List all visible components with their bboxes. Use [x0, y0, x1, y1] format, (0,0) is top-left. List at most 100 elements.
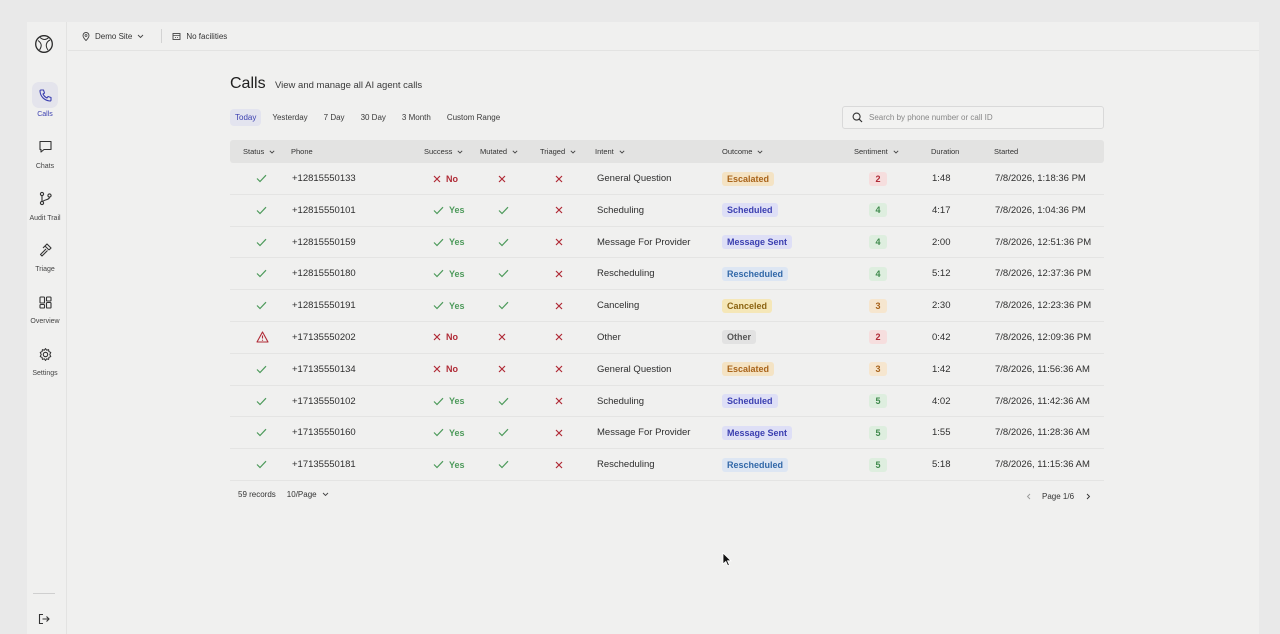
mutated-indicator	[498, 354, 506, 385]
filter-7-day[interactable]: 7 Day	[323, 112, 345, 122]
started-timestamp: 7/8/2026, 12:23:36 PM	[995, 300, 1092, 312]
check-icon	[256, 301, 267, 310]
sidebar-divider	[33, 593, 55, 594]
started-timestamp: 7/8/2026, 12:51:36 PM	[995, 236, 1092, 248]
column-header-outcome[interactable]: Outcome	[722, 140, 763, 163]
page-title: Calls	[230, 75, 266, 92]
chat-icon	[32, 134, 58, 160]
next-page-button[interactable]	[1082, 490, 1094, 502]
site-selector[interactable]: Demo Site	[82, 32, 149, 41]
sentiment-cell: 5	[869, 417, 887, 448]
mutated-indicator	[498, 290, 509, 321]
mutated-indicator	[498, 322, 506, 353]
prev-page-button[interactable]	[1022, 490, 1034, 502]
table-row[interactable]: +12815550180 Yes Rescheduling Rescheduled 4 5…	[230, 258, 1104, 291]
table-row[interactable]: +17135550102 Yes Scheduling Scheduled 5 4:02 7…	[230, 386, 1104, 418]
triaged-indicator	[555, 290, 563, 321]
started-timestamp: 7/8/2026, 12:37:36 PM	[995, 268, 1092, 280]
search-box[interactable]	[842, 106, 1104, 129]
sidebar: Calls Chats Audit Trail Triage Overview Setti…	[27, 22, 67, 634]
column-header-label: Phone	[291, 147, 313, 156]
sentiment-cell: 3	[869, 290, 887, 321]
sidebar-item-audit-trail[interactable]: Audit Trail	[27, 186, 63, 222]
column-header-started: Started	[994, 140, 1018, 163]
column-header-mutated[interactable]: Mutated	[480, 140, 518, 163]
check-icon	[433, 238, 444, 246]
check-icon	[256, 174, 267, 183]
check-icon	[433, 429, 444, 437]
column-header-sentiment[interactable]: Sentiment	[854, 140, 899, 163]
success-label: No	[446, 364, 458, 375]
x-icon	[433, 175, 441, 182]
table-row[interactable]: +12815550159 Yes Message For Provider Messa…	[230, 227, 1104, 259]
success-status: No	[433, 354, 458, 385]
status-indicator	[256, 322, 269, 353]
table-row[interactable]: +17135550160 Yes Message For Provider Messa…	[230, 417, 1104, 450]
page-size-select[interactable]: 10/Page	[287, 490, 329, 499]
triaged-indicator	[555, 386, 563, 417]
outcome-cell: Rescheduled	[722, 449, 789, 480]
outcome-badge: Canceled	[722, 298, 773, 313]
sidebar-item-overview[interactable]: Overview	[27, 289, 63, 325]
success-label: Yes	[449, 427, 465, 438]
table-row[interactable]: +12815550133 No General Question Escalated 2…	[230, 163, 1104, 195]
sentiment-badge: 4	[869, 235, 887, 250]
duration-text: 5:12	[932, 268, 951, 280]
table-row[interactable]: +17135550202 No Other Other 2 0:42 7/8/2026, 1…	[230, 322, 1104, 354]
gear-icon	[32, 341, 58, 367]
search-input[interactable]	[869, 113, 1089, 122]
intent-text: Rescheduling	[597, 459, 655, 471]
filter-yesterday[interactable]: Yesterday	[272, 112, 308, 122]
column-header-triaged[interactable]: Triaged	[540, 140, 576, 163]
table-row[interactable]: +17135550181 Yes Rescheduling Rescheduled 5 5…	[230, 449, 1104, 481]
sidebar-item-label: Calls	[37, 111, 53, 118]
filter-today[interactable]: Today	[230, 108, 262, 126]
column-header-success[interactable]: Success	[424, 140, 463, 163]
table-row[interactable]: +12815550101 Yes Scheduling Scheduled 4 4:17 7…	[230, 195, 1104, 227]
sidebar-item-calls[interactable]: Calls	[27, 82, 63, 118]
triaged-indicator	[555, 417, 563, 448]
outcome-cell: Canceled	[722, 290, 773, 321]
column-header-intent[interactable]: Intent	[595, 140, 625, 163]
status-indicator	[256, 163, 267, 194]
success-label: No	[446, 332, 458, 343]
sentiment-badge: 4	[869, 266, 887, 281]
sentiment-cell: 2	[869, 322, 887, 353]
filter-30-day[interactable]: 30 Day	[360, 112, 386, 122]
x-icon	[555, 206, 563, 214]
outcome-cell: Escalated	[722, 354, 775, 385]
column-header-status[interactable]: Status	[243, 140, 275, 163]
status-indicator	[256, 258, 267, 289]
app-window: Calls Chats Audit Trail Triage Overview Setti…	[27, 22, 1259, 634]
sentiment-badge: 2	[869, 330, 887, 345]
intent-text: Rescheduling	[597, 268, 655, 280]
check-icon	[498, 206, 509, 215]
table-row[interactable]: +12815550191 Yes Canceling Canceled 3 2:30 7/8…	[230, 290, 1104, 322]
facilities-label: No facilities	[186, 31, 228, 41]
logout-icon[interactable]	[37, 612, 51, 626]
column-header-label: Sentiment	[854, 147, 888, 156]
sidebar-item-triage[interactable]: Triage	[27, 237, 63, 273]
column-header-label: Duration	[931, 147, 960, 156]
success-status: Yes	[433, 386, 465, 417]
sidebar-item-settings[interactable]: Settings	[27, 341, 63, 377]
triaged-indicator	[555, 322, 563, 353]
filter-custom-range[interactable]: Custom Range	[446, 112, 501, 122]
triaged-indicator	[555, 195, 563, 226]
mouse-cursor-icon	[722, 552, 732, 567]
page-subtitle: View and manage all AI agent calls	[275, 80, 423, 91]
sentiment-badge: 5	[869, 394, 887, 409]
started-timestamp: 7/8/2026, 1:18:36 PM	[995, 173, 1086, 184]
table-row[interactable]: +17135550134 No General Question Escalated 3…	[230, 354, 1104, 386]
filter-3-month[interactable]: 3 Month	[401, 112, 431, 122]
facilities-indicator: No facilities	[172, 32, 227, 41]
chevron-down-icon	[512, 149, 518, 154]
column-header-label: Outcome	[722, 147, 753, 156]
audit-trail-icon	[32, 186, 58, 212]
sidebar-item-chats[interactable]: Chats	[27, 134, 63, 170]
sentiment-badge: 3	[869, 362, 887, 377]
outcome-badge: Scheduled	[722, 203, 778, 218]
intent-text: General Question	[597, 173, 672, 184]
sidebar-item-label: Triage	[35, 266, 55, 274]
success-label: Yes	[449, 268, 465, 279]
